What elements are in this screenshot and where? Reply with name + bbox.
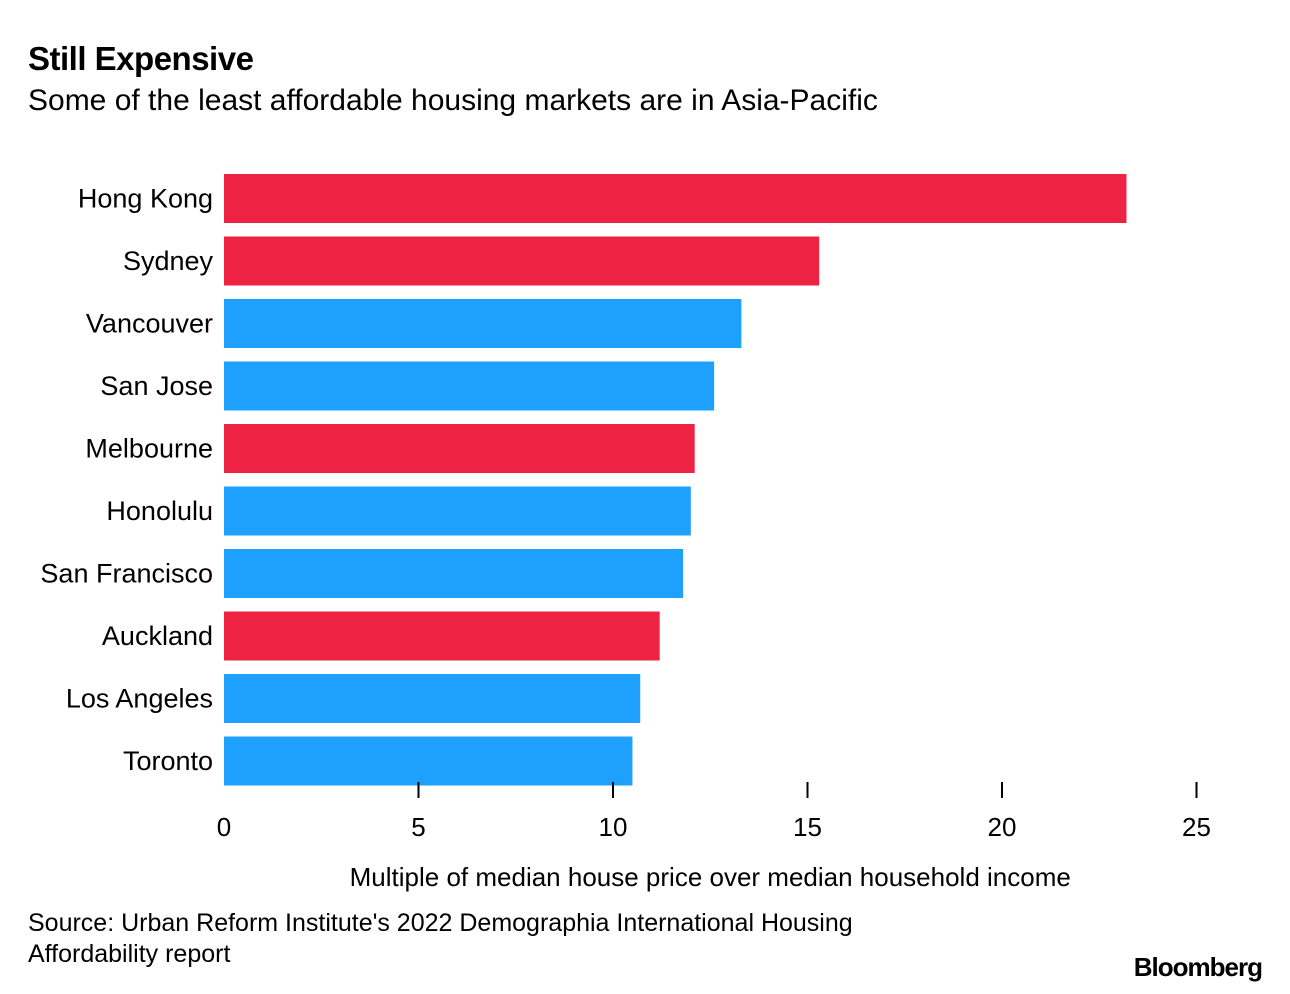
x-tick-label: 5 bbox=[411, 812, 425, 842]
category-label: Melbourne bbox=[85, 434, 213, 464]
bar-toronto bbox=[224, 736, 633, 786]
bar-san-jose bbox=[224, 361, 715, 411]
source-note: Source: Urban Reform Institute's 2022 De… bbox=[28, 909, 853, 968]
bar-melbourne bbox=[224, 424, 695, 473]
x-tick-label: 0 bbox=[217, 812, 231, 842]
category-label: San Francisco bbox=[40, 559, 213, 589]
x-tick-label: 15 bbox=[793, 812, 822, 842]
bloomberg-logo: Bloomberg bbox=[1133, 952, 1263, 982]
chart-subtitle: Some of the least affordable housing mar… bbox=[28, 84, 878, 117]
category-label: Los Angeles bbox=[66, 684, 213, 714]
category-label: Hong Kong bbox=[78, 184, 213, 214]
x-tick-label: 25 bbox=[1182, 812, 1211, 842]
bar-group bbox=[224, 174, 1127, 786]
chart-title: Still Expensive bbox=[28, 40, 254, 77]
bar-los-angeles bbox=[224, 674, 641, 723]
x-tick-label: 20 bbox=[988, 812, 1017, 842]
category-label: Sydney bbox=[123, 246, 214, 276]
x-axis-title: Multiple of median house price over medi… bbox=[350, 862, 1071, 892]
category-label: San Jose bbox=[100, 371, 213, 401]
bar-sydney bbox=[224, 236, 820, 286]
category-label: Toronto bbox=[123, 746, 213, 776]
bar-honolulu bbox=[224, 486, 691, 536]
x-axis: 0 5 10 15 20 25 bbox=[217, 782, 1211, 842]
category-label: Honolulu bbox=[106, 496, 213, 526]
bar-auckland bbox=[224, 611, 660, 661]
bar-san-francisco bbox=[224, 549, 684, 598]
x-tick-label: 10 bbox=[599, 812, 628, 842]
category-label: Vancouver bbox=[86, 309, 213, 339]
category-labels: Hong Kong Sydney Vancouver San Jose Melbourn… bbox=[40, 184, 213, 777]
category-label: Auckland bbox=[102, 621, 213, 651]
bar-chart: Hong Kong Sydney Vancouver San Jose Melbourn… bbox=[40, 174, 1211, 892]
bar-hong-kong bbox=[224, 174, 1127, 223]
bar-vancouver bbox=[224, 299, 742, 348]
